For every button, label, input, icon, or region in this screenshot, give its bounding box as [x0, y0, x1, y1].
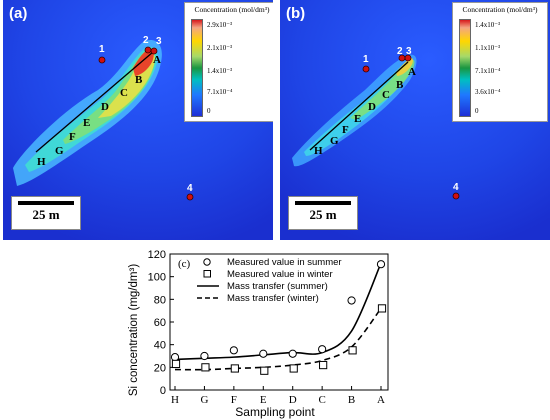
y-tick-label: 40 — [154, 340, 166, 352]
x-tick-label: H — [171, 394, 179, 406]
legend-title: Concentration (mol/dm³) — [194, 5, 270, 14]
legend-tick: 1.4x10⁻³ — [475, 21, 501, 29]
summer-point — [318, 345, 327, 354]
section-label-F: F — [69, 131, 76, 143]
legend-colorbar — [191, 19, 203, 117]
point-label-2: 2 — [397, 46, 403, 57]
legend-tick: 7.1x10⁻⁴ — [475, 67, 501, 75]
x-axis-label: Sampling point — [235, 405, 315, 419]
summer-point — [376, 260, 386, 269]
legend-tick: 3.6x10⁻⁴ — [475, 88, 501, 96]
scale-bar — [295, 201, 351, 205]
legend-tick: 0 — [207, 107, 211, 115]
section-label-F: F — [342, 124, 349, 136]
legend-marker-circle — [203, 258, 211, 266]
winter-point — [171, 359, 181, 369]
summer-point — [259, 349, 268, 358]
section-label-E: E — [83, 117, 90, 129]
y-tick-label: 60 — [154, 317, 166, 329]
section-label-D: D — [368, 101, 376, 113]
y-axis-label: Si concentration (mg/dm³) — [128, 264, 140, 396]
point-label-3: 3 — [156, 36, 162, 47]
section-label-E: E — [354, 113, 361, 125]
winter-point — [260, 366, 269, 375]
point-label-4: 4 — [187, 183, 193, 194]
summer-point — [170, 353, 180, 362]
section-label-G: G — [330, 135, 339, 147]
section-label-D: D — [101, 101, 109, 113]
winter-point — [348, 346, 357, 355]
scale-label: 25 m — [32, 207, 60, 222]
map-panel-summer: 1 2 3 4 A B C D E F G H (a) Concentratio… — [3, 0, 273, 240]
map-panel-winter: 1 2 3 4 A B C D E F G H (b) Concentratio… — [280, 0, 550, 240]
winter-point — [377, 304, 387, 313]
section-label-H: H — [37, 156, 46, 168]
scale-bar-box: 25 m — [288, 196, 358, 230]
panel-label-c: (c) — [178, 258, 191, 270]
summer-point — [229, 346, 238, 355]
section-label-C: C — [120, 87, 128, 99]
section-label-C: C — [382, 89, 390, 101]
winter-point — [319, 360, 328, 370]
point-label-1: 1 — [99, 44, 105, 55]
x-tick-label: E — [260, 394, 267, 406]
si-concentration-chart: 0 20 40 60 80 100 120 H G F E D C B A Measured value … — [128, 249, 389, 419]
legend-tick: 2.9x10⁻³ — [207, 21, 233, 29]
y-tick-label: 80 — [154, 294, 166, 306]
legend-tick: 2.1x10⁻³ — [207, 44, 233, 52]
series-line-3 — [174, 307, 382, 371]
section-label-B: B — [135, 74, 143, 86]
point-label-4: 4 — [453, 182, 459, 193]
color-legend: Concentration (mol/dm³) 1.4x10⁻³ 1.1x10⁻… — [452, 2, 548, 122]
point-label-2: 2 — [143, 35, 149, 46]
winter-point — [230, 364, 239, 373]
point-label-3: 3 — [406, 46, 412, 57]
scale-bar-box: 25 m — [11, 196, 81, 230]
y-tick-label: 20 — [154, 362, 166, 374]
x-tick-label: D — [289, 394, 297, 406]
panel-label-a: (a) — [9, 5, 28, 22]
section-label-B: B — [396, 79, 404, 91]
legend-title: Concentration (mol/dm³) — [462, 5, 538, 14]
legend-label: Mass transfer (summer) — [227, 281, 328, 292]
point-label-1: 1 — [363, 54, 369, 65]
legend-colorbar — [459, 19, 471, 117]
legend-marker-square — [203, 270, 211, 278]
legend-tick: 0 — [475, 107, 479, 115]
series-markers — [170, 260, 387, 375]
color-legend: Concentration (mol/dm³) 2.9x10⁻³ 2.1x10⁻… — [184, 2, 273, 122]
summer-point — [288, 349, 297, 358]
scale-bar — [18, 201, 74, 205]
summer-point — [347, 296, 356, 305]
legend-label: Measured value in winter — [227, 269, 333, 280]
legend-tick: 7.1x10⁻⁴ — [207, 88, 233, 96]
section-label-A: A — [153, 54, 161, 66]
scale-label: 25 m — [309, 207, 337, 222]
x-tick-label: F — [231, 394, 237, 406]
x-tick-label: C — [318, 394, 325, 406]
legend-tick: 1.1x10⁻³ — [475, 44, 501, 52]
x-tick-label: A — [377, 394, 385, 406]
panel-label-b: (b) — [286, 5, 306, 22]
summer-point — [200, 351, 209, 361]
section-label-A: A — [408, 66, 416, 78]
y-tick-label: 120 — [148, 249, 166, 261]
legend-tick: 1.4x10⁻³ — [207, 67, 233, 75]
legend-label: Measured value in summer — [227, 257, 342, 268]
winter-point — [289, 364, 298, 373]
winter-point — [201, 363, 210, 372]
legend-label: Mass transfer (winter) — [227, 293, 319, 304]
y-tick-label: 0 — [160, 385, 166, 397]
y-tick-label: 100 — [148, 272, 166, 284]
y-axis-ticks: 0 20 40 60 80 100 120 — [148, 249, 174, 397]
section-label-H: H — [314, 145, 323, 157]
x-tick-label: G — [200, 394, 208, 406]
section-label-G: G — [55, 145, 64, 157]
x-tick-label: B — [348, 394, 355, 406]
